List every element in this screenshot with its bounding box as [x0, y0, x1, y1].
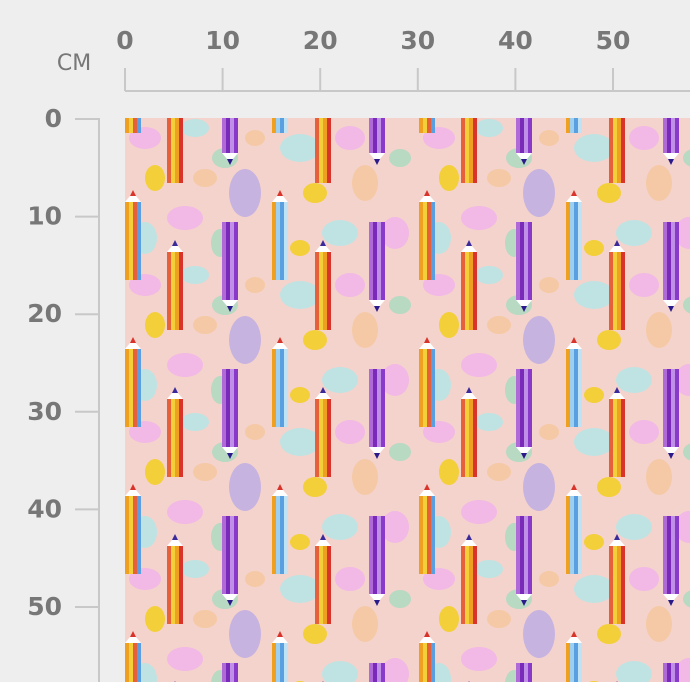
unit-label: CM — [57, 51, 91, 76]
ruler-label: 20 — [27, 299, 62, 328]
ruler-label: 10 — [27, 202, 62, 231]
ruler-label: 50 — [27, 592, 62, 621]
ruler-label: 40 — [27, 494, 62, 523]
ruler-label: 40 — [498, 26, 533, 55]
ruler-label: 10 — [205, 26, 240, 55]
fabric-pattern — [125, 118, 690, 682]
ruler-label: 0 — [116, 26, 133, 55]
ruler-label: 50 — [596, 26, 631, 55]
ruler-label: 30 — [27, 397, 62, 426]
ruler-label: 0 — [45, 104, 62, 133]
ruler-label: 20 — [303, 26, 338, 55]
ruler-label: 30 — [400, 26, 435, 55]
